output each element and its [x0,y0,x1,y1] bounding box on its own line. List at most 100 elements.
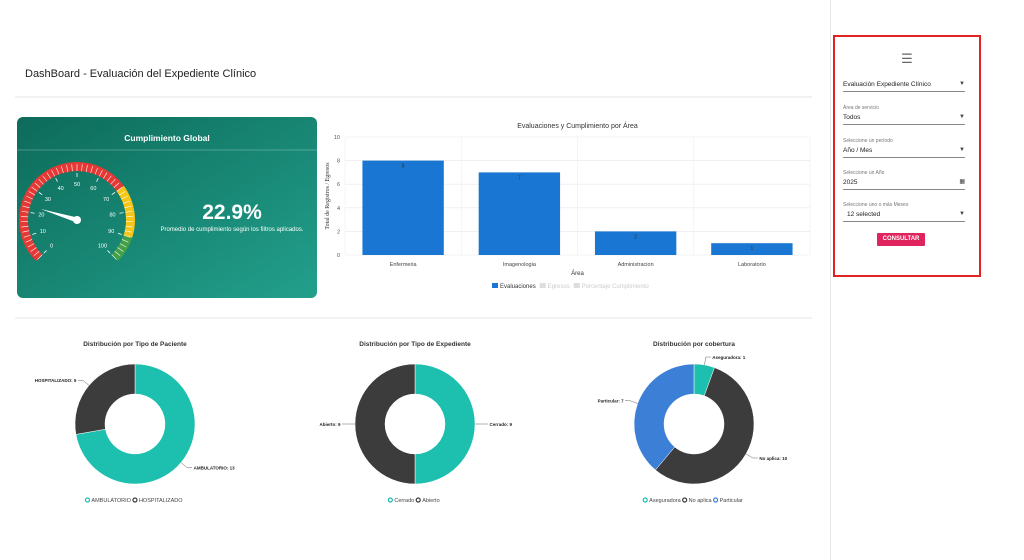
gauge-tick-label: 30 [45,197,51,203]
gauge-minor-tick [61,166,64,174]
arrow: ▼ [959,147,965,153]
legend-entry: Aseguradora [649,498,681,504]
y-axis-label: Total de Registros / Egresos [325,162,331,230]
legend-entry-hidden: Egresos [548,284,570,290]
legend-swatch-hidden [573,283,580,288]
donut-segment [414,363,476,485]
bar [594,231,677,255]
gauge-tick [38,192,43,196]
legend-item: Cerrado [387,497,414,504]
chart-title: Distribución por Tipo de Paciente [83,341,187,348]
gauge-minor-tick [113,182,120,188]
gauge-tick-label: 0 [50,243,53,249]
gauge-minor-tick [123,200,130,204]
arrow: ▼ [959,81,965,87]
gauge-minor-tick [24,200,31,204]
page-title: DashBoard - Evaluación del Expediente Cl… [25,68,256,80]
menu-icon[interactable]: ☰ [901,51,913,66]
gauge-description-box: Promedio de cumplimiento según los filtr… [160,227,303,233]
gauge-tick-label: 10 [40,229,46,235]
gauge-title: Cumplimiento Global [124,133,209,143]
bar-value-label: 1 [750,246,753,252]
legend-entry: Cerrado [394,498,414,504]
y-tick-label: 0 [337,253,340,259]
y-tick-label: 4 [337,206,340,212]
gauge-minor-tick [27,243,35,248]
area-select[interactable]: Área de servicio Todos ▼ [843,105,965,125]
gauge-tick-label: 70 [103,197,109,203]
gauge-tick [32,232,37,235]
field-label: Seleccione uno o más Meses [843,202,909,208]
gauge-minor-tick [46,172,51,179]
chart-title: Evaluaciones y Cumplimiento por Área [517,121,638,130]
year-input[interactable]: Seleccione un Año 2025 ▦ [843,170,965,190]
leader-line [77,380,90,386]
bar [711,243,793,255]
legend-item: Aseguradora [642,497,682,504]
legend-entry: No aplica [689,498,713,504]
gauge-tick [111,192,116,196]
legend-swatch [132,497,138,503]
period-select[interactable]: Seleccione un período Año / Mes ▼ [843,138,965,158]
report-select[interactable]: Evaluación Expediente Clínico ▼ [843,81,965,92]
sidebar: ☰ Evaluación Expediente Clínico ▼ Área de… [833,35,981,277]
gauge-minor-tick [33,251,40,256]
y-tick-label: 2 [337,229,340,235]
gauge-minor-tick [103,172,108,179]
legend-item: AMBULATORIO [84,497,132,504]
leader-line [745,453,758,459]
select-value: Todos [843,114,861,121]
field-label: Seleccione un período [843,138,893,144]
data-label: AMBULATORIO: 13 [194,466,236,471]
gauge-minor-tick [56,167,60,175]
select-value: 2025 [843,179,858,186]
gauge-tick-label: 90 [108,229,114,235]
gauge-minor-tick [121,239,129,243]
gauge-tick-label: 20 [38,212,44,218]
gauge-minor-tick [71,164,73,172]
sidebar-border [830,0,831,560]
bar [478,172,561,255]
gauge-minor-tick [25,239,33,243]
chart-title: Distribución por Tipo de Expediente [359,341,471,348]
consult-button[interactable]: CONSULTAR [877,233,925,246]
field-label: Seleccione un Año [843,170,885,176]
gauge-tick [30,212,35,214]
gauge-tick-label: 80 [109,212,115,218]
gauge-minor-tick [34,182,41,188]
gauge-minor-tick [90,166,93,174]
gauge-minor-tick [37,254,43,260]
legend-entry: Evaluaciones [500,284,536,290]
gauge-hub [73,216,81,224]
y-tick-label: 8 [337,159,340,165]
gauge-minor-tick [51,169,56,177]
gauge-minor-tick [66,164,69,172]
gauge-tick [96,177,99,182]
legend-entry: Abierto [422,498,439,504]
gauge-tick-label: 50 [74,182,80,188]
gauge-minor-tick [26,195,33,200]
legend-swatch [415,497,421,503]
x-tick-label: Laboratorio [738,262,766,268]
gauge-tick [55,177,58,182]
gauge-minor-tick [111,254,117,260]
months-select[interactable]: Seleccione uno o más Meses 12 selected ▼ [843,202,965,222]
gauge-minor-tick [30,247,37,252]
bar-value-label: 7 [518,175,521,181]
gauge-minor-tick [98,169,103,177]
leader-line [625,400,638,404]
bar-value-label: 2 [634,234,637,240]
legend-item: Abierto [415,497,440,504]
gauge-card [17,117,317,298]
gauge-tick [117,232,122,235]
gauge-minor-tick [124,230,132,233]
legend-entry-hidden: Porcentaje Cumplimiento [582,284,650,290]
select-value: Año / Mes [843,147,873,154]
y-tick-label: 10 [334,135,340,141]
leader-line [704,356,711,365]
legend-swatch [387,497,393,503]
gauge-minor-tick [21,210,29,213]
data-label: Abierto: 9 [319,422,340,427]
